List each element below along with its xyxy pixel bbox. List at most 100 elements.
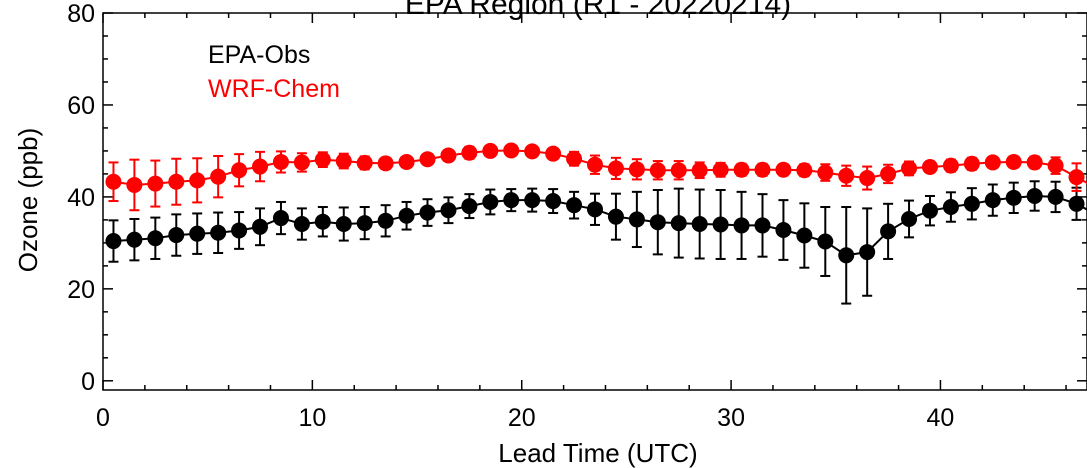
- wrf-chem-point: [587, 156, 603, 173]
- epa-obs-point: [733, 217, 750, 234]
- epa-obs-point: [775, 222, 792, 239]
- wrf-chem-point: [817, 164, 834, 181]
- epa-obs-point: [607, 208, 624, 225]
- x-tick-label: 10: [298, 404, 326, 432]
- epa-obs-point: [1047, 188, 1064, 205]
- epa-obs-point: [272, 210, 289, 227]
- epa-obs-point: [524, 192, 541, 209]
- epa-obs-point: [859, 244, 876, 261]
- epa-obs-point: [566, 197, 583, 214]
- wrf-chem-point: [984, 154, 1001, 171]
- y-tick-label: 60: [67, 92, 95, 120]
- epa-obs-point: [649, 214, 666, 231]
- x-axis-label: Lead Time (UTC): [498, 438, 697, 468]
- epa-obs-point: [1026, 187, 1043, 204]
- wrf-chem-point: [461, 144, 478, 161]
- wrf-chem-point: [545, 145, 562, 162]
- wrf-chem-point: [147, 175, 164, 192]
- wrf-chem-point: [796, 162, 813, 179]
- epa-obs-point: [712, 216, 729, 233]
- epa-obs-point: [942, 199, 959, 216]
- epa-obs-point: [963, 195, 980, 212]
- wrf-chem-point: [649, 162, 666, 179]
- wrf-chem-point: [838, 167, 855, 184]
- legend-entry-epa-obs: EPA-Obs: [208, 41, 310, 69]
- x-tick-label: 40: [927, 404, 955, 432]
- epa-obs-point: [231, 222, 248, 239]
- epa-obs-point: [377, 212, 394, 229]
- wrf-chem-point: [901, 160, 918, 177]
- legend: EPA-Obs WRF-Chem: [208, 41, 340, 103]
- wrf-chem-point: [419, 151, 436, 168]
- wrf-chem-point: [733, 161, 750, 178]
- epa-obs-point: [252, 218, 269, 235]
- axis-ticks: [102, 12, 1087, 390]
- plot-frame: [102, 12, 1087, 391]
- epa-obs-point: [817, 233, 834, 250]
- wrf-chem-point: [1026, 154, 1043, 171]
- series-group: [105, 142, 1087, 305]
- epa-obs-point: [984, 192, 1001, 209]
- y-tick-label: 40: [67, 184, 95, 212]
- epa-obs-point: [189, 225, 206, 242]
- chart-title: EPA Region (R1 - 20220214): [405, 0, 791, 21]
- epa-obs-point: [398, 207, 415, 224]
- epa-obs-point: [1005, 189, 1022, 206]
- epa-obs-point: [126, 231, 143, 248]
- wrf-chem-point: [398, 153, 415, 170]
- epa-obs-point: [461, 198, 478, 215]
- x-tick-label: 20: [508, 404, 536, 432]
- wrf-chem-point: [691, 162, 708, 179]
- wrf-chem-point: [189, 172, 206, 189]
- epa-obs-point: [921, 202, 938, 219]
- wrf-chem-point: [566, 150, 583, 167]
- epa-obs-point: [293, 216, 310, 233]
- epa-obs-point: [670, 215, 687, 232]
- epa-obs-point: [1068, 195, 1085, 212]
- epa-obs-point: [838, 247, 855, 264]
- wrf-chem-point: [1068, 169, 1085, 186]
- epa-obs-point: [587, 201, 603, 218]
- wrf-chem-point: [440, 147, 457, 164]
- x-tick-label: 30: [717, 404, 745, 432]
- legend-entry-wrf-chem: WRF-Chem: [208, 75, 340, 103]
- epa-obs-point: [901, 210, 918, 227]
- epa-obs-point: [754, 217, 771, 234]
- wrf-chem-point: [921, 159, 938, 176]
- epa-obs-point: [419, 204, 436, 221]
- axis-tick-labels: 0 10 20 30 40 0 20 40 60 80: [67, 0, 954, 432]
- wrf-chem-point: [775, 161, 792, 178]
- wrf-chem-point: [335, 153, 352, 170]
- wrf-chem-point: [210, 168, 227, 185]
- y-axis-label: Ozone (ppb): [13, 128, 43, 273]
- epa-obs-point: [880, 223, 897, 240]
- wrf-chem-point: [168, 173, 185, 190]
- wrf-chem-point: [1005, 153, 1022, 170]
- y-tick-label: 0: [81, 368, 95, 396]
- epa-obs-point: [482, 193, 499, 210]
- wrf-chem-point: [105, 173, 122, 190]
- epa-obs-point: [628, 211, 645, 228]
- epa-obs-point: [168, 227, 185, 244]
- epa-obs-point: [440, 202, 457, 219]
- wrf-chem-point: [712, 161, 729, 178]
- wrf-chem-point: [859, 170, 876, 187]
- epa-obs-point: [503, 192, 520, 209]
- wrf-chem-point: [231, 162, 248, 179]
- wrf-chem-point: [377, 155, 394, 172]
- y-tick-label: 80: [67, 0, 95, 28]
- y-tick-label: 20: [67, 276, 95, 304]
- wrf-chem-point: [628, 161, 645, 178]
- wrf-chem-point: [880, 165, 897, 182]
- epa-obs-point: [335, 216, 352, 233]
- wrf-chem-point: [252, 158, 269, 175]
- wrf-chem-point: [503, 142, 520, 159]
- wrf-chem-point: [963, 155, 980, 172]
- wrf-chem-point: [607, 160, 624, 177]
- x-tick-label: 0: [96, 404, 110, 432]
- epa-obs-point: [147, 230, 164, 247]
- wrf-chem-point: [356, 154, 373, 171]
- wrf-chem-point: [482, 142, 499, 159]
- wrf-chem-point: [942, 157, 959, 174]
